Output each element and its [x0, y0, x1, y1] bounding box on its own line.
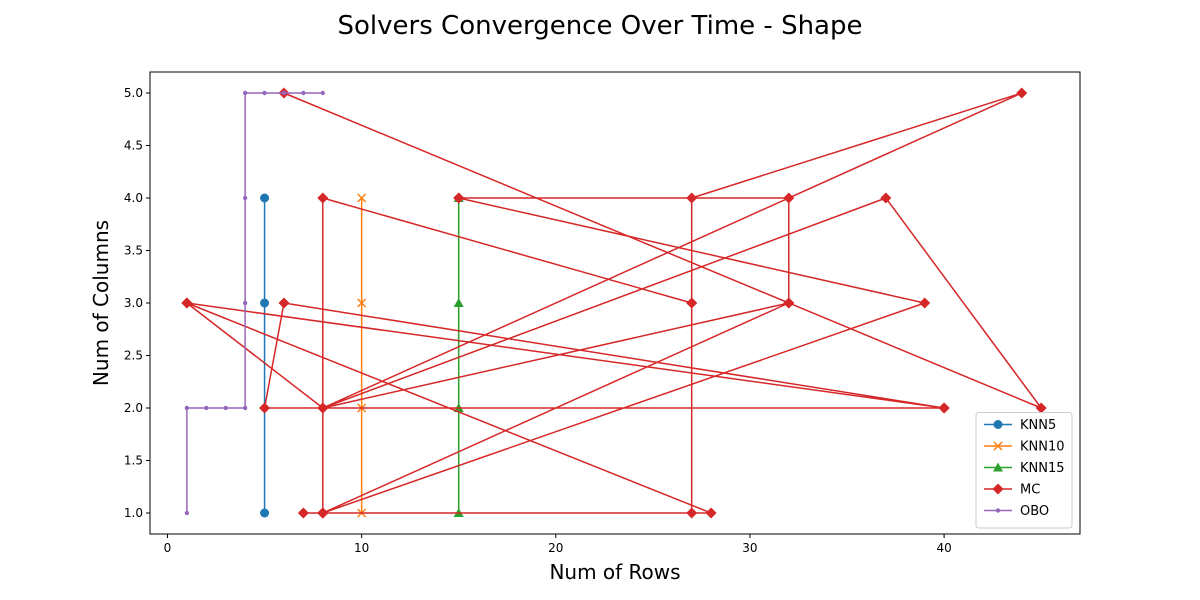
data-point	[357, 298, 367, 308]
legend-item-knn5: KNN5	[984, 418, 1056, 433]
data-point	[317, 507, 329, 519]
data-point	[320, 90, 325, 96]
data-point	[281, 90, 287, 96]
y-axis-label: Num of Columns	[89, 220, 113, 386]
legend: KNN5 KNN10 KNN15 MC OBO	[975, 412, 1073, 529]
series-knn5	[260, 193, 270, 518]
data-point	[705, 507, 717, 519]
y-tick-label: 3.5	[124, 244, 143, 258]
y-tick-label: 4.0	[124, 191, 143, 205]
data-point	[242, 300, 248, 306]
data-point	[204, 405, 209, 411]
x-tick-label: 20	[548, 541, 563, 555]
data-point	[181, 297, 193, 309]
data-point	[184, 510, 190, 516]
y-tick-label: 4.5	[124, 139, 143, 153]
series-line	[186, 92, 323, 513]
plot-frame	[149, 71, 1081, 535]
legend-marker	[992, 483, 1004, 495]
legend-item-knn15: KNN15	[984, 461, 1065, 476]
legend-item-mc: MC	[984, 483, 1040, 498]
legend-marker	[993, 441, 1003, 451]
y-tick-label: 3.0	[124, 296, 143, 310]
x-axis-label: Num of Rows	[549, 560, 680, 584]
legend-marker	[993, 462, 1003, 472]
data-point	[686, 297, 698, 309]
legend-marker	[993, 420, 1003, 429]
data-point	[919, 297, 931, 309]
series-obo	[184, 90, 325, 516]
data-point	[357, 193, 367, 203]
data-point	[686, 507, 698, 519]
x-tick-label: 30	[742, 541, 757, 555]
data-point	[260, 298, 270, 308]
legend-label: MC	[1020, 483, 1040, 498]
data-point	[301, 90, 306, 96]
y-tick-label: 1.5	[124, 454, 143, 468]
data-point	[1035, 402, 1047, 414]
chart-title: Solvers Convergence Over Time - Shape	[338, 11, 863, 41]
data-point	[297, 507, 309, 519]
data-point	[262, 90, 267, 96]
data-point	[259, 402, 271, 414]
y-tick-label: 5.0	[124, 86, 143, 100]
data-point	[260, 193, 270, 203]
data-point	[1016, 87, 1028, 99]
legend-label: OBO	[1020, 504, 1049, 519]
series-mc	[181, 87, 1047, 519]
legend-marker	[995, 508, 1001, 513]
series-knn10	[357, 193, 367, 518]
data-point	[686, 192, 698, 204]
axes-ticks: 0 10 20 30 40 1.0 1.5 2.0 2.5 3.0 3.5 4.0 4.5 5.0	[124, 71, 1081, 555]
y-tick-label: 2.0	[124, 401, 143, 415]
legend-box	[975, 412, 1073, 529]
x-tick-label: 0	[164, 541, 172, 555]
y-tick-label: 1.0	[124, 506, 143, 520]
y-tick-label: 2.5	[124, 349, 143, 363]
series-line	[186, 92, 1042, 514]
x-tick-label: 10	[354, 541, 369, 555]
data-point	[938, 402, 950, 414]
legend-label: KNN10	[1020, 440, 1065, 455]
data-point	[453, 298, 464, 307]
data-point	[242, 90, 248, 96]
data-point	[783, 297, 795, 309]
data-point	[880, 192, 892, 204]
series-knn15	[453, 193, 464, 517]
data-point	[317, 402, 329, 414]
legend-item-obo: OBO	[984, 504, 1049, 519]
x-tick-label: 40	[936, 541, 951, 555]
legend-item-knn10: KNN10	[984, 440, 1065, 455]
data-point	[184, 405, 190, 411]
data-point	[242, 195, 248, 201]
legend-label: KNN5	[1020, 418, 1056, 433]
data-point	[223, 405, 228, 411]
data-point	[242, 405, 248, 411]
data-point	[453, 192, 465, 204]
data-point	[783, 192, 795, 204]
data-point	[260, 508, 270, 518]
plot-area	[181, 87, 1047, 519]
data-point	[278, 297, 290, 309]
data-point	[317, 192, 329, 204]
legend-label: KNN15	[1020, 461, 1065, 476]
